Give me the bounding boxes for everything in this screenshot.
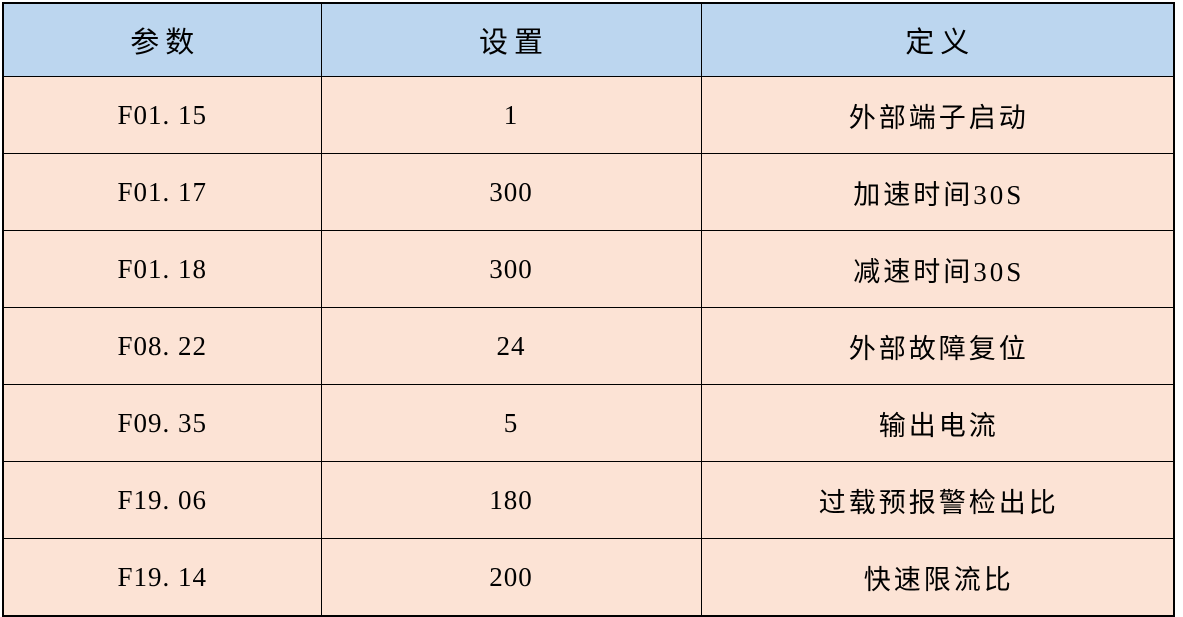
table-row: F01. 18 300 减速时间30S (2, 230, 1175, 308)
table-body: F01. 15 1 外部端子启动 F01. 17 300 加速时间30S F01… (2, 76, 1175, 617)
cell-definition: 外部故障复位 (700, 307, 1175, 385)
table-header-row: 参数 设置 定义 (2, 2, 1175, 77)
cell-parameter: F01. 18 (2, 230, 322, 308)
cell-setting: 24 (320, 307, 702, 385)
table-row: F19. 06 180 过载预报警检出比 (2, 461, 1175, 539)
cell-setting: 5 (320, 384, 702, 462)
column-header-definition: 定义 (700, 2, 1175, 77)
table-row: F08. 22 24 外部故障复位 (2, 307, 1175, 385)
table-row: F01. 17 300 加速时间30S (2, 153, 1175, 231)
cell-setting: 1 (320, 76, 702, 154)
cell-definition: 输出电流 (700, 384, 1175, 462)
cell-definition: 减速时间30S (700, 230, 1175, 308)
table-header: 参数 设置 定义 (2, 2, 1175, 77)
cell-parameter: F01. 17 (2, 153, 322, 231)
cell-setting: 200 (320, 538, 702, 617)
cell-parameter: F19. 06 (2, 461, 322, 539)
cell-parameter: F09. 35 (2, 384, 322, 462)
column-header-parameter: 参数 (2, 2, 322, 77)
cell-setting: 300 (320, 153, 702, 231)
cell-setting: 300 (320, 230, 702, 308)
cell-definition: 快速限流比 (700, 538, 1175, 617)
cell-setting: 180 (320, 461, 702, 539)
table-row: F19. 14 200 快速限流比 (2, 538, 1175, 617)
cell-parameter: F19. 14 (2, 538, 322, 617)
table-row: F09. 35 5 输出电流 (2, 384, 1175, 462)
cell-parameter: F01. 15 (2, 76, 322, 154)
table-row: F01. 15 1 外部端子启动 (2, 76, 1175, 154)
cell-definition: 过载预报警检出比 (700, 461, 1175, 539)
column-header-setting: 设置 (320, 2, 702, 77)
cell-parameter: F08. 22 (2, 307, 322, 385)
cell-definition: 外部端子启动 (700, 76, 1175, 154)
cell-definition: 加速时间30S (700, 153, 1175, 231)
